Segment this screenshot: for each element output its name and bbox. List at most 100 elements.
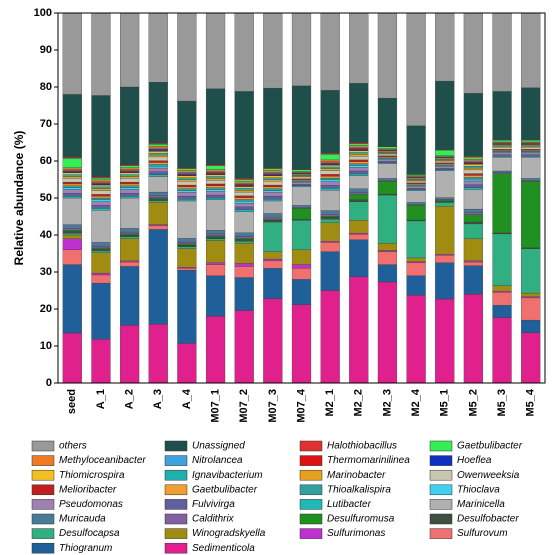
x-tick-label: M2_1 — [324, 389, 336, 417]
bar-segment — [91, 194, 111, 197]
bar-segment — [320, 188, 340, 191]
bar-segment — [205, 236, 226, 239]
bar-segment — [120, 260, 140, 263]
bar-segment — [521, 319, 541, 333]
bar-segment — [177, 188, 197, 191]
bar-segment — [234, 199, 254, 202]
legend-swatch — [164, 499, 188, 510]
bar-segment — [492, 317, 512, 384]
bar-segment — [91, 182, 111, 185]
bar-segment — [263, 173, 283, 175]
x-tick-label: A_4 — [181, 388, 193, 409]
x-tick-label: M5_2 — [467, 389, 479, 417]
bar-segment — [435, 168, 455, 171]
legend-label: Marinobacter — [327, 470, 386, 481]
bar-segment — [377, 163, 398, 179]
bar-segment — [148, 144, 168, 147]
bar-segment — [463, 157, 483, 160]
bar-segment — [234, 241, 254, 244]
bar-segment — [406, 180, 426, 183]
bar-segment — [435, 160, 455, 164]
legend-swatch — [299, 499, 323, 510]
bar-segment — [291, 184, 312, 186]
bar-segment — [463, 163, 483, 165]
bar-segment — [91, 184, 111, 188]
bar-segment — [463, 175, 483, 178]
bar-segment — [492, 91, 512, 140]
bar-segment — [120, 266, 140, 326]
bar-segment — [377, 251, 398, 265]
bar-segment — [177, 167, 197, 169]
legend-swatch — [429, 469, 453, 481]
bar-segment — [291, 176, 312, 179]
bar-segment — [463, 12, 483, 94]
bar-segment — [234, 242, 254, 264]
bar-segment — [91, 205, 111, 209]
bar-segment — [120, 195, 140, 199]
bar-segment — [205, 275, 226, 317]
bar-segment — [177, 100, 197, 168]
bar-segment — [320, 12, 340, 91]
legend-label: Thiogranum — [59, 543, 112, 554]
bar-segment — [349, 175, 369, 189]
bar-segment — [120, 165, 140, 168]
bar-segment — [463, 156, 483, 158]
legend-swatch — [299, 455, 323, 466]
bar-segment — [62, 12, 82, 95]
bar-segment — [234, 232, 254, 237]
bar-segment — [62, 231, 82, 234]
bar-segment — [177, 184, 197, 188]
bar-segment — [263, 168, 283, 171]
bar-segment — [320, 163, 340, 166]
bar-segment — [205, 185, 226, 188]
bar-segment — [234, 190, 254, 193]
legend-swatch — [31, 513, 55, 525]
bar-segment — [349, 163, 369, 166]
bar-segment — [205, 180, 226, 185]
bar-segment — [62, 238, 82, 250]
bar-segment — [435, 166, 455, 169]
bar-segment — [435, 205, 455, 255]
bar-segment — [377, 97, 398, 147]
bar-segment — [62, 187, 82, 190]
bar-segment — [148, 164, 168, 167]
bar-segment — [349, 220, 369, 234]
bar-segment — [377, 181, 398, 195]
bar-segment — [62, 170, 82, 172]
bar-segment — [463, 161, 483, 164]
y-tick-label: 30 — [40, 266, 52, 278]
bar-segment — [463, 173, 483, 176]
bar-segment — [435, 170, 455, 198]
bar-segment — [291, 186, 312, 206]
bar-segment — [521, 152, 541, 155]
bar-segment — [406, 220, 426, 259]
bar-segment — [349, 149, 369, 151]
bar-segment — [62, 228, 82, 231]
bar-segment — [291, 12, 312, 87]
legend-swatch — [164, 484, 188, 496]
bar-segment — [91, 195, 111, 199]
bar-segment — [320, 174, 340, 177]
bar-segment — [263, 260, 283, 269]
legend-swatch — [31, 455, 55, 466]
bar-segment — [349, 192, 369, 195]
y-tick-label: 40 — [40, 229, 52, 241]
bar-segment — [148, 176, 168, 193]
bar-segment — [377, 161, 398, 163]
bar-segment — [349, 194, 369, 201]
bar-segment — [62, 230, 82, 232]
legend-swatch — [164, 455, 188, 466]
bar-segment — [177, 190, 197, 193]
bar-segment — [406, 257, 426, 262]
bar-segment — [177, 238, 197, 243]
bar-segment — [91, 208, 111, 211]
bar-segment — [349, 147, 369, 149]
legend-swatch — [31, 528, 55, 539]
bar-segment — [435, 202, 455, 207]
x-tick-label: A_3 — [152, 389, 164, 409]
legend-swatch — [429, 528, 453, 539]
bar-segment — [91, 197, 111, 200]
bar-segment — [349, 145, 369, 148]
bar-segment — [91, 186, 111, 189]
bar-segment — [234, 195, 254, 198]
